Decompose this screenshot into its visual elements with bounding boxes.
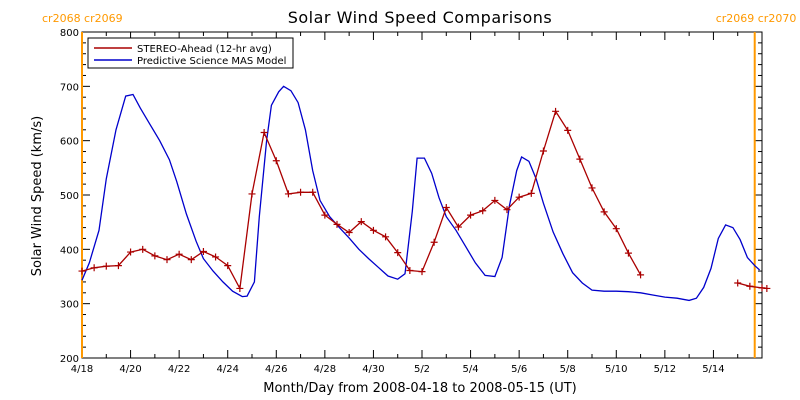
stereo-data-point	[552, 107, 560, 115]
stereo-data-point	[212, 253, 220, 261]
stereo-data-point	[576, 155, 584, 163]
series-line-stereo-ahead	[81, 109, 642, 291]
stereo-data-point	[394, 249, 402, 257]
stereo-data-point	[260, 129, 268, 137]
x-tick-label: 4/30	[362, 364, 384, 375]
x-axis-label: Month/Day from 2008-04-18 to 2008-05-15 …	[263, 381, 576, 396]
x-tick-label: 4/22	[168, 364, 190, 375]
stereo-data-point	[224, 262, 232, 270]
stereo-data-point	[369, 226, 377, 234]
chart-title: Solar Wind Speed Comparisons	[288, 8, 553, 27]
stereo-data-point	[272, 157, 280, 165]
stereo-data-point	[333, 220, 341, 228]
stereo-data-point	[612, 225, 620, 233]
stereo-data-point	[515, 193, 523, 201]
stereo-data-point	[624, 249, 632, 257]
stereo-data-point	[746, 282, 754, 290]
x-tick-label: 5/4	[463, 364, 479, 375]
stereo-data-point	[430, 238, 438, 246]
y-tick-label: 700	[60, 82, 79, 93]
stereo-data-point	[357, 218, 365, 226]
x-tick-label: 5/2	[414, 364, 430, 375]
y-axis-label: Solar Wind Speed (km/s)	[30, 116, 45, 276]
stereo-data-point	[527, 189, 535, 197]
x-tick-label: 4/20	[119, 364, 141, 375]
y-tick-label: 300	[60, 300, 79, 311]
x-tick-label: 5/10	[605, 364, 627, 375]
stereo-data-point	[114, 262, 122, 270]
stereo-data-point	[637, 271, 645, 279]
plot-frame	[81, 31, 763, 359]
stereo-data-point	[127, 248, 135, 256]
stereo-data-point	[564, 126, 572, 134]
stereo-data-point	[321, 211, 329, 219]
stereo-data-point	[297, 188, 305, 196]
stereo-data-point	[78, 267, 86, 275]
x-tick-label: 5/12	[654, 364, 676, 375]
legend-label: Predictive Science MAS Model	[137, 56, 286, 67]
stereo-data-point	[163, 256, 171, 264]
stereo-data-point	[199, 248, 207, 256]
x-tick-label: 4/24	[216, 364, 238, 375]
stereo-data-point	[248, 190, 256, 198]
carrington-label: cr2068 cr2069	[42, 12, 123, 25]
stereo-data-point	[479, 207, 487, 215]
stereo-data-point	[309, 188, 317, 196]
stereo-data-point	[102, 262, 110, 270]
stereo-data-point	[151, 252, 159, 260]
series-line-mas-model	[81, 85, 761, 302]
stereo-data-point	[382, 233, 390, 241]
stereo-data-point	[491, 196, 499, 204]
y-tick-label: 400	[60, 245, 79, 256]
stereo-data-point	[345, 228, 353, 236]
stereo-data-point	[467, 211, 475, 219]
stereo-data-point	[588, 184, 596, 192]
y-tick-label: 200	[60, 354, 79, 365]
stereo-data-point	[454, 223, 462, 231]
stereo-data-point	[406, 267, 414, 275]
stereo-data-point	[539, 147, 547, 155]
stereo-data-point	[418, 268, 426, 276]
y-tick-label: 600	[60, 137, 79, 148]
x-tick-label: 5/14	[702, 364, 724, 375]
legend-box	[87, 37, 294, 69]
y-tick-label: 500	[60, 191, 79, 202]
stereo-data-point	[600, 208, 608, 216]
plot-layer: 200 300 400 500 600 700 800 4/18 4/20 4/22 4/24 4/2…	[42, 12, 796, 375]
x-tick-label: 5/6	[511, 364, 527, 375]
stereo-data-point	[734, 279, 742, 287]
carrington-label: cr2069 cr2070	[716, 12, 797, 25]
stereo-data-point	[175, 250, 183, 258]
x-tick-label: 5/8	[560, 364, 576, 375]
stereo-data-point	[236, 284, 244, 292]
stereo-data-point	[139, 245, 147, 253]
x-tick-label: 4/18	[71, 364, 93, 375]
stereo-data-point	[442, 203, 450, 211]
stereo-data-point	[763, 284, 771, 292]
stereo-data-point	[284, 190, 292, 198]
legend-label: STEREO-Ahead (12-hr avg)	[137, 44, 272, 55]
x-tick-label: 4/28	[314, 364, 336, 375]
x-tick-label: 4/26	[265, 364, 287, 375]
stereo-data-point	[187, 256, 195, 264]
stereo-data-point	[503, 206, 511, 214]
y-tick-label: 800	[60, 28, 79, 39]
stereo-data-point	[90, 264, 98, 272]
